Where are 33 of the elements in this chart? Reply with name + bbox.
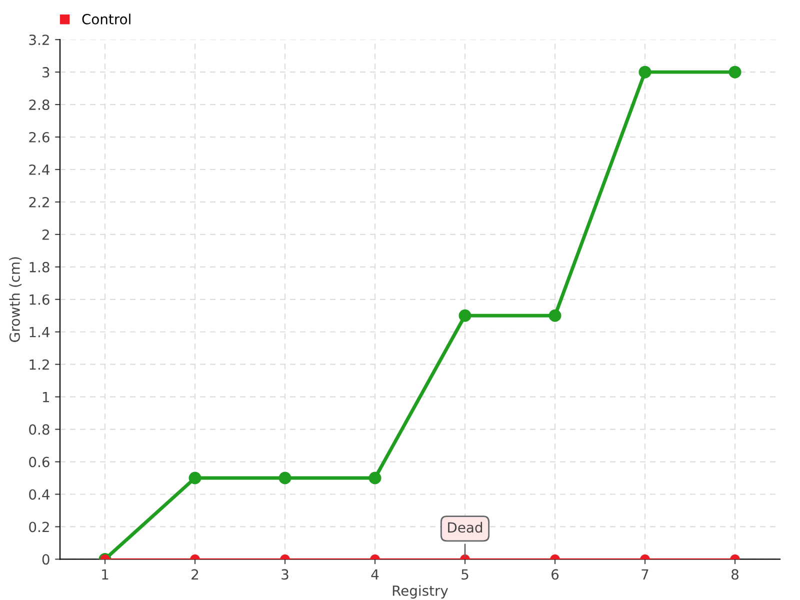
y-tick-label: 1.4 <box>30 327 50 338</box>
y-tick-label: 0.6 <box>29 456 50 468</box>
y-tick-label: 3.2 <box>29 34 49 46</box>
y-tick-label: 0.4 <box>29 489 50 500</box>
legend-label: Control <box>82 14 130 24</box>
y-tick-label: 2.2 <box>29 196 49 208</box>
y-tick-label: 2.8 <box>29 100 50 110</box>
x-axis-title: Registry <box>392 585 448 599</box>
y-axis-title: Growth (cm) <box>9 257 22 342</box>
y-tick-label: 1.6 <box>30 294 50 305</box>
x-tick-label: 2 <box>192 569 198 580</box>
point <box>548 309 562 322</box>
y-tick-label: 1 <box>42 392 49 402</box>
y-tick-label: 2 <box>42 229 49 240</box>
y-tick-label: 2.4 <box>29 164 50 175</box>
point <box>458 309 472 322</box>
x-tick-label: 4 <box>371 569 379 580</box>
y-tick-label: 0.8 <box>29 424 50 435</box>
x-tick-label: 1 <box>102 569 108 580</box>
y-tick-label: 3 <box>42 67 50 78</box>
x-tick-label: 6 <box>552 569 559 580</box>
y-tick-label: 0.2 <box>29 522 49 532</box>
x-tick-label: 7 <box>642 569 648 580</box>
annotation: Dead <box>448 522 482 533</box>
y-tick-label: 2.6 <box>29 132 50 142</box>
x-tick-label: 3 <box>282 569 288 580</box>
x-tick-label: 8 <box>732 569 738 580</box>
y-tick-label: 0 <box>42 554 50 565</box>
y-tick-label: 1.2 <box>30 359 49 370</box>
y-tick-label: 1.8 <box>30 262 50 272</box>
x-tick-label: 5 <box>462 569 468 580</box>
point <box>638 66 652 78</box>
point <box>728 66 742 78</box>
